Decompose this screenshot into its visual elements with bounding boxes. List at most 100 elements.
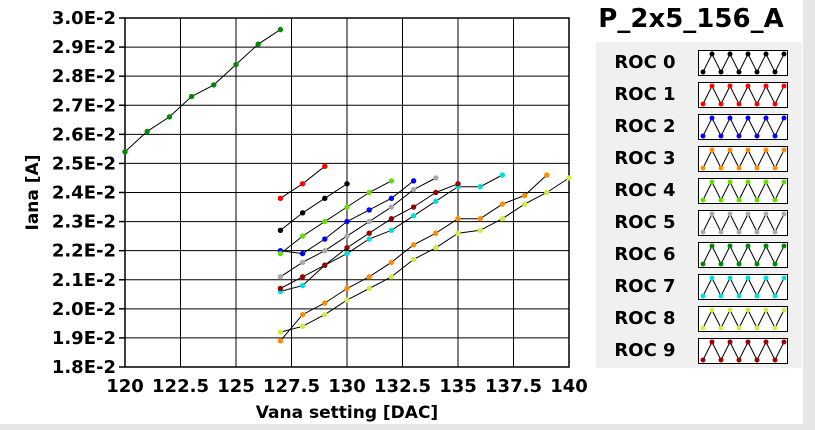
- data-point: [477, 227, 483, 234]
- series-roc-5: [277, 175, 439, 280]
- x-tick-label: 127.5: [263, 376, 320, 397]
- data-point: [211, 82, 217, 88]
- legend-swatch: [698, 114, 788, 140]
- data-point: [322, 300, 328, 306]
- legend-item: ROC 6: [596, 242, 802, 270]
- window-edge-bottom: [0, 424, 815, 430]
- data-point: [188, 93, 195, 100]
- series-line: [280, 180, 392, 254]
- data-point: [366, 285, 372, 292]
- data-point: [344, 204, 350, 210]
- data-point: [477, 183, 483, 190]
- data-point: [322, 218, 328, 225]
- legend-label: ROC 7: [614, 276, 676, 297]
- legend-swatch: [698, 178, 788, 204]
- data-point: [544, 172, 550, 178]
- data-point: [322, 247, 328, 254]
- y-tick-label: 2.8E-2: [52, 66, 116, 87]
- y-tick-label: 3.0E-2: [52, 8, 116, 29]
- legend-label: ROC 2: [614, 116, 676, 137]
- data-point: [299, 274, 306, 280]
- data-point: [366, 230, 372, 236]
- data-point: [388, 215, 395, 222]
- series-line: [280, 183, 348, 231]
- data-point: [388, 274, 395, 280]
- legend-label: ROC 4: [614, 180, 676, 201]
- data-point: [299, 311, 306, 318]
- window-edge: [803, 0, 815, 430]
- legend-label: ROC 5: [614, 212, 676, 233]
- data-point: [277, 227, 284, 234]
- series-line: [124, 29, 281, 153]
- data-point: [455, 181, 461, 187]
- y-tick-label: 2.4E-2: [52, 183, 116, 204]
- data-point: [433, 189, 439, 196]
- data-point: [299, 233, 306, 239]
- data-point: [544, 189, 550, 196]
- data-point: [455, 230, 461, 236]
- series-layer: [122, 26, 572, 344]
- legend-item: ROC 5: [596, 210, 802, 238]
- y-tick-label: 1.8E-2: [52, 357, 116, 378]
- data-point: [521, 201, 528, 207]
- legend-swatch: [698, 242, 788, 268]
- data-point: [366, 236, 372, 242]
- y-tick-label: 2.7E-2: [52, 95, 116, 116]
- legend-swatch: [698, 306, 788, 332]
- data-point: [477, 215, 483, 222]
- legend-label: ROC 9: [614, 340, 676, 361]
- grid-lines: [125, 18, 569, 367]
- data-point: [433, 245, 439, 251]
- y-tick-label: 2.3E-2: [52, 212, 116, 233]
- data-point: [366, 189, 372, 196]
- data-point: [566, 175, 572, 181]
- legend-label: ROC 3: [614, 148, 676, 169]
- data-point: [322, 195, 328, 202]
- series-line: [280, 177, 437, 278]
- data-point: [499, 215, 506, 222]
- data-point: [433, 175, 439, 181]
- legend-item: ROC 9: [596, 338, 802, 366]
- data-point: [233, 61, 239, 68]
- legend-label: ROC 1: [614, 84, 676, 105]
- data-point: [344, 218, 350, 225]
- data-point: [322, 262, 328, 268]
- legend: ROC 0 ROC 1 ROC 2 ROC 3 ROC 4 ROC 5 ROC 6 ROC 7…: [596, 42, 802, 368]
- x-axis-label: Vana setting [DAC]: [256, 403, 438, 423]
- data-point: [433, 230, 439, 236]
- data-point: [299, 250, 306, 257]
- legend-swatch: [698, 210, 788, 236]
- data-point: [322, 163, 328, 170]
- legend-swatch: [698, 50, 788, 76]
- data-point: [299, 282, 306, 289]
- data-point: [322, 311, 328, 318]
- data-point: [277, 338, 284, 344]
- x-tick-label: 140: [550, 376, 588, 397]
- data-point: [366, 218, 372, 225]
- legend-label: ROC 0: [614, 52, 676, 73]
- data-point: [388, 178, 395, 184]
- x-tick-label: 137.5: [485, 376, 542, 397]
- data-point: [499, 201, 506, 207]
- y-axis-label: Iana [A]: [23, 155, 43, 231]
- series-roc-6: [122, 26, 284, 155]
- y-tick-label: 2.2E-2: [52, 241, 116, 262]
- data-point: [344, 297, 350, 303]
- data-point: [277, 274, 284, 280]
- data-point: [322, 236, 328, 242]
- data-point: [388, 259, 395, 265]
- x-tick-label: 130: [328, 376, 366, 397]
- legend-item: ROC 0: [596, 50, 802, 78]
- data-point: [299, 210, 306, 216]
- legend-item: ROC 3: [596, 146, 802, 174]
- y-tick-label: 2.0E-2: [52, 299, 116, 320]
- series-roc-3: [277, 172, 550, 344]
- data-point: [277, 285, 284, 292]
- data-point: [299, 181, 306, 187]
- data-point: [122, 149, 128, 155]
- data-point: [499, 172, 506, 178]
- data-point: [388, 204, 395, 210]
- data-point: [410, 204, 417, 210]
- y-axis-ticks: 1.8E-2 1.9E-2 2.0E-2 2.1E-2 2.2E-2 2.3E-2 2.4E…: [52, 8, 125, 378]
- x-tick-label: 120: [106, 376, 144, 397]
